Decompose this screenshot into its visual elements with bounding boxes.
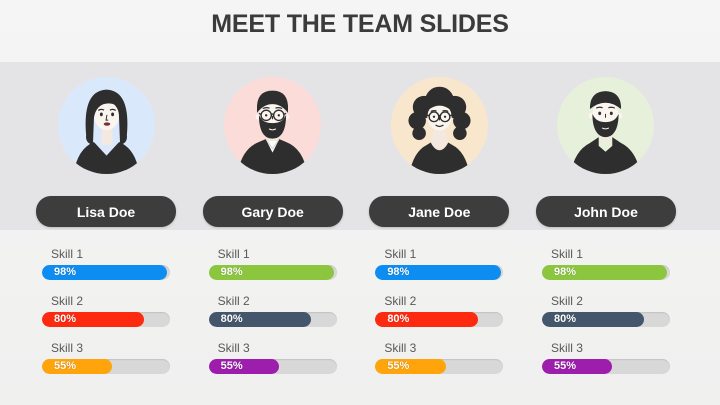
team-grid: Lisa Doe Skill 1 98% Skill 2 80% <box>36 62 676 374</box>
percent-value: 55% <box>553 360 576 372</box>
skill-row: Skill 1 98% <box>36 247 176 280</box>
team-member-column-jane: Jane Doe Skill 1 98% Skill 2 80% <box>369 62 510 374</box>
skill-label: Skill 2 <box>217 294 250 308</box>
percent-value: 80% <box>220 313 243 325</box>
skill-row: Skill 3 55% <box>203 341 343 374</box>
progress-fill: 80% <box>541 312 645 327</box>
member-name: Lisa Doe <box>76 203 136 220</box>
skill-row: Skill 2 80% <box>36 294 176 327</box>
skill-label: Skill 3 <box>550 341 583 355</box>
skill-label: Skill 1 <box>550 247 583 261</box>
progress-track: 98% <box>208 265 337 280</box>
progress-track: 98% <box>42 265 170 280</box>
avatar <box>557 77 655 174</box>
progress-track: 55% <box>42 359 170 374</box>
skills-list: Skill 1 98% Skill 2 80% <box>536 247 676 374</box>
progress-fill: 55% <box>42 359 113 374</box>
skill-row: Skill 3 55% <box>536 341 676 374</box>
skill-row: Skill 2 80% <box>369 294 509 327</box>
percent-value: 98% <box>387 266 410 278</box>
skill-row: Skill 1 98% <box>203 247 343 280</box>
avatar <box>57 77 155 174</box>
progress-track: 80% <box>208 312 337 327</box>
skills-list: Skill 1 98% Skill 2 80% <box>369 247 509 374</box>
avatar-illustration-man-beard <box>571 91 641 174</box>
name-badge: Jane Doe <box>369 196 510 227</box>
page-title: MEET THE TEAM SLIDES <box>211 10 509 38</box>
skill-label: Skill 1 <box>51 247 84 261</box>
percent-value: 98% <box>220 266 243 278</box>
percent-value: 80% <box>553 313 576 325</box>
member-name: Jane Doe <box>408 203 471 220</box>
member-name: John Doe <box>574 203 638 220</box>
avatar <box>224 77 322 174</box>
skill-row: Skill 1 98% <box>536 247 676 280</box>
progress-fill: 98% <box>42 265 168 280</box>
skill-row: Skill 3 55% <box>36 341 176 374</box>
percent-value: 98% <box>54 266 77 278</box>
skill-row: Skill 3 55% <box>369 341 509 374</box>
progress-fill: 55% <box>375 359 446 374</box>
progress-fill: 80% <box>375 312 478 327</box>
name-badge: Gary Doe <box>202 196 343 227</box>
skill-label: Skill 3 <box>384 341 417 355</box>
percent-value: 98% <box>553 266 576 278</box>
avatar-illustration-woman-curly-glasses <box>408 86 471 174</box>
progress-track: 55% <box>208 359 337 374</box>
name-badge: John Doe <box>535 196 676 227</box>
progress-fill: 80% <box>208 312 312 327</box>
skills-list: Skill 1 98% Skill 2 80% <box>203 247 343 374</box>
avatar-illustration-woman-bob <box>73 89 139 174</box>
progress-fill: 98% <box>208 265 335 280</box>
percent-value: 55% <box>387 360 410 372</box>
team-member-column-lisa: Lisa Doe Skill 1 98% Skill 2 80% <box>36 62 176 374</box>
avatar-illustration-man-beard-glasses <box>237 90 308 174</box>
percent-value: 55% <box>54 360 77 372</box>
percent-value: 80% <box>387 313 410 325</box>
skill-label: Skill 1 <box>384 247 417 261</box>
percent-value: 80% <box>54 313 77 325</box>
progress-fill: 55% <box>208 359 280 374</box>
skill-row: Skill 2 80% <box>203 294 343 327</box>
progress-track: 55% <box>375 359 504 374</box>
progress-track: 55% <box>541 359 670 374</box>
name-badge: Lisa Doe <box>36 196 176 227</box>
skill-row: Skill 2 80% <box>536 294 676 327</box>
skill-label: Skill 3 <box>217 341 250 355</box>
skill-row: Skill 1 98% <box>369 247 509 280</box>
skills-list: Skill 1 98% Skill 2 80% <box>36 247 176 374</box>
progress-fill: 55% <box>541 359 613 374</box>
progress-track: 98% <box>375 265 504 280</box>
skill-label: Skill 1 <box>217 247 250 261</box>
team-member-column-gary: Gary Doe Skill 1 98% Skill 2 80% <box>202 62 343 374</box>
skill-label: Skill 2 <box>51 294 84 308</box>
progress-fill: 80% <box>42 312 145 327</box>
skill-label: Skill 2 <box>550 294 583 308</box>
progress-track: 80% <box>541 312 670 327</box>
avatar <box>390 77 488 174</box>
progress-track: 98% <box>541 265 670 280</box>
skill-label: Skill 3 <box>51 341 84 355</box>
member-name: Gary Doe <box>241 203 304 220</box>
percent-value: 55% <box>220 360 243 372</box>
progress-fill: 98% <box>375 265 501 280</box>
skill-label: Skill 2 <box>384 294 417 308</box>
team-member-column-john: John Doe Skill 1 98% Skill 2 80% <box>535 62 676 374</box>
progress-track: 80% <box>42 312 170 327</box>
progress-fill: 98% <box>541 265 668 280</box>
progress-track: 80% <box>375 312 504 327</box>
